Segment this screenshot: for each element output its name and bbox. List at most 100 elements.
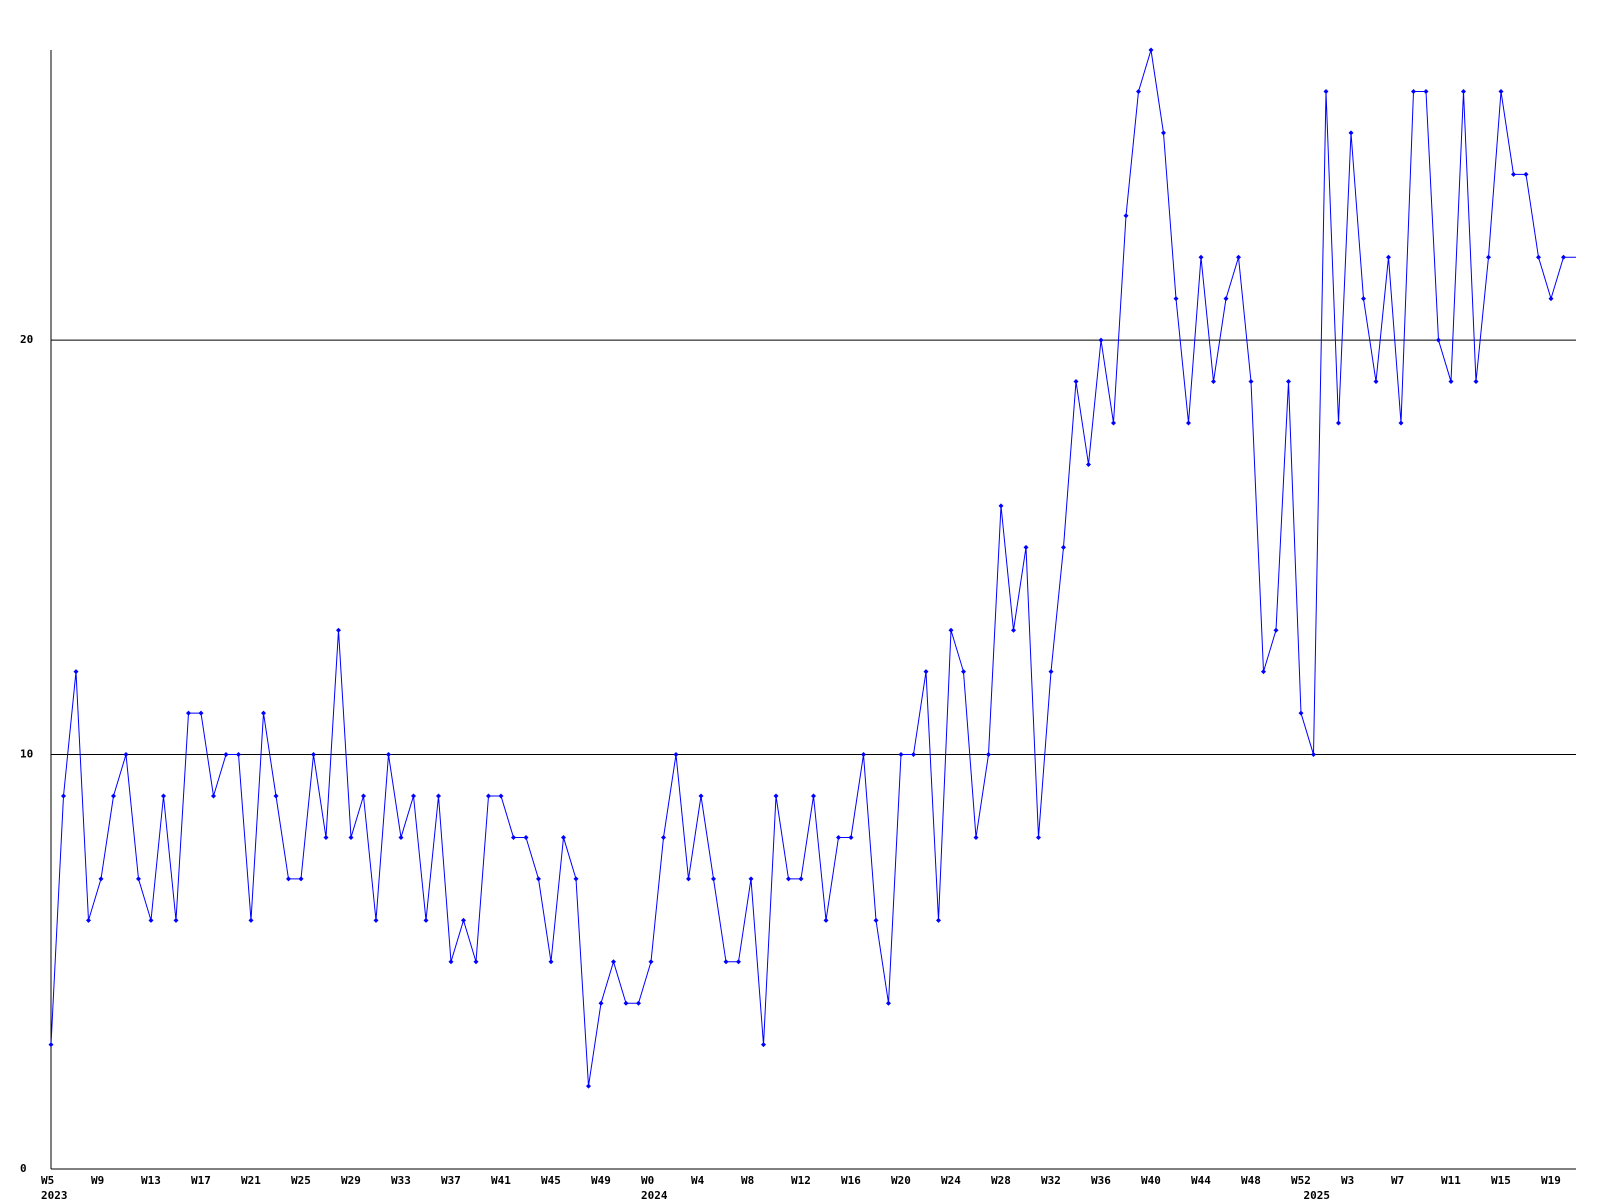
data-point xyxy=(236,752,241,758)
data-line xyxy=(50,49,1576,1087)
data-point xyxy=(886,1000,891,1006)
data-point xyxy=(1498,88,1504,94)
x-tick-label: W48 xyxy=(1241,1174,1261,1187)
x-tick-label: W40 xyxy=(1141,1174,1161,1187)
data-point xyxy=(361,793,366,799)
x-tick-label: W3 xyxy=(1341,1174,1354,1187)
data-point xyxy=(1136,88,1141,94)
data-point xyxy=(1236,254,1241,260)
x-tick-label: W4 xyxy=(691,1174,705,1187)
data-point xyxy=(298,876,304,882)
data-point xyxy=(1086,461,1091,467)
data-point xyxy=(1523,171,1529,177)
data-point xyxy=(436,793,441,799)
x-tick-label: W28 xyxy=(991,1174,1011,1187)
data-point xyxy=(1436,337,1441,343)
data-point xyxy=(248,917,254,923)
x-tick-label: W32 xyxy=(1041,1174,1061,1187)
x-tick-label: W5 xyxy=(41,1174,54,1187)
data-point xyxy=(1098,337,1104,343)
data-point xyxy=(373,917,379,923)
data-point xyxy=(1361,296,1366,302)
data-point xyxy=(561,834,566,840)
data-point xyxy=(548,959,554,965)
data-point xyxy=(61,793,66,799)
data-point xyxy=(411,793,416,799)
data-point xyxy=(336,627,341,633)
data-point xyxy=(273,793,279,799)
data-point xyxy=(1036,834,1041,840)
x-tick-label: W20 xyxy=(891,1174,911,1187)
data-point xyxy=(1373,379,1379,385)
data-point xyxy=(1123,213,1129,219)
data-point xyxy=(786,876,791,882)
data-point xyxy=(1448,379,1454,385)
data-point xyxy=(998,503,1004,509)
data-point xyxy=(1561,254,1566,260)
data-point xyxy=(661,834,666,840)
x-tick-label: W25 xyxy=(291,1174,311,1187)
x-tick-label: W24 xyxy=(941,1174,961,1187)
data-point xyxy=(186,710,191,716)
data-point xyxy=(773,793,779,799)
data-point xyxy=(1486,254,1491,260)
data-point xyxy=(823,917,829,923)
data-point xyxy=(223,752,229,758)
data-point xyxy=(986,752,991,758)
year-label: 2024 xyxy=(641,1189,668,1200)
x-tick-label: W49 xyxy=(591,1174,611,1187)
data-point xyxy=(1273,627,1279,633)
x-tick-label: W7 xyxy=(1391,1174,1404,1187)
data-point xyxy=(1473,379,1479,385)
data-point xyxy=(286,876,291,882)
data-point xyxy=(1073,379,1079,385)
data-point xyxy=(623,1000,629,1006)
data-point xyxy=(1511,171,1516,177)
x-tick-label: W15 xyxy=(1491,1174,1511,1187)
x-tick-label: W16 xyxy=(841,1174,861,1187)
data-point xyxy=(1348,130,1354,136)
data-point xyxy=(1223,296,1229,302)
data-point xyxy=(948,627,954,633)
x-tick-label: W44 xyxy=(1191,1174,1211,1187)
data-point xyxy=(473,959,479,965)
data-point xyxy=(736,959,741,965)
data-point xyxy=(961,669,966,675)
data-point xyxy=(698,793,704,799)
data-point xyxy=(648,959,654,965)
data-point xyxy=(811,793,816,799)
data-point xyxy=(123,752,129,758)
data-point xyxy=(923,669,929,675)
x-tick-label: W33 xyxy=(391,1174,411,1187)
data-point xyxy=(498,793,504,799)
data-point xyxy=(598,1000,604,1006)
data-point xyxy=(486,793,491,799)
x-tick-label: W37 xyxy=(441,1174,461,1187)
data-point xyxy=(1011,627,1016,633)
data-point xyxy=(1286,379,1291,385)
x-tick-label: W0 xyxy=(641,1174,654,1187)
data-point xyxy=(198,710,204,716)
x-tick-label: W19 xyxy=(1541,1174,1561,1187)
data-point xyxy=(73,669,79,675)
y-tick-label: 20 xyxy=(20,333,33,346)
data-point xyxy=(1211,379,1216,385)
data-point xyxy=(386,752,391,758)
data-point xyxy=(48,1042,54,1048)
data-point xyxy=(936,917,941,923)
data-point xyxy=(398,834,404,840)
y-tick-label: 10 xyxy=(20,748,33,761)
data-point xyxy=(523,834,529,840)
data-point xyxy=(1423,88,1429,94)
data-point xyxy=(898,752,904,758)
x-tick-label: W12 xyxy=(791,1174,811,1187)
x-tick-label: W45 xyxy=(541,1174,561,1187)
data-point xyxy=(1198,254,1204,260)
data-point xyxy=(323,834,329,840)
data-point xyxy=(136,876,141,882)
data-point xyxy=(723,959,729,965)
data-point xyxy=(1048,669,1054,675)
data-point xyxy=(748,876,754,882)
x-tick-label: W52 xyxy=(1291,1174,1311,1187)
data-point xyxy=(161,793,166,799)
